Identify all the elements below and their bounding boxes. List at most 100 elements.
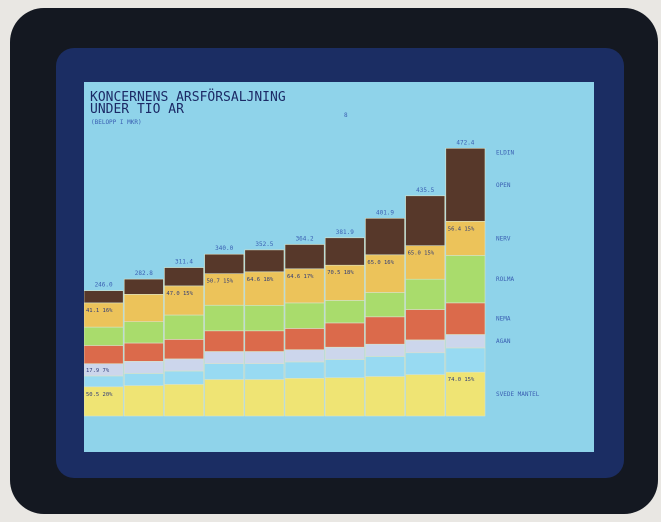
bar-segment-7-1 <box>84 290 124 304</box>
bar-segment-5-7 <box>324 300 365 324</box>
bar-segment-7-6 <box>284 244 325 270</box>
bar-segment-2-2 <box>123 373 164 386</box>
bar-segment-4-2 <box>123 342 164 362</box>
chart-subtitle: UNDER TIO AR <box>90 102 184 117</box>
bar-segment-2-9 <box>405 352 446 375</box>
bar-segment-3-7 <box>324 346 365 360</box>
bar-total-label: 282.8 <box>135 270 153 277</box>
bar-segment-4-7 <box>324 322 365 348</box>
chart-marker: 8 <box>344 112 348 119</box>
bar-segment-7-3 <box>164 267 204 287</box>
segment-label: 64.6 17% <box>287 274 314 280</box>
chart-title: KONCERNENS ARSFÖRSALJNING <box>90 88 286 105</box>
bar-segment-1-8 <box>365 376 405 417</box>
bar-segment-3-9 <box>405 339 446 354</box>
legend-label: AGAN <box>496 338 511 345</box>
bar-segment-5-8 <box>365 292 405 318</box>
bar-segment-6-1 <box>84 302 124 328</box>
bar-segment-4-8 <box>365 316 405 345</box>
bar-segment-6-3 <box>164 285 204 316</box>
bar-segment-4-6 <box>284 328 325 350</box>
bar-segment-2-1 <box>84 375 124 388</box>
bar-segment-2-3 <box>164 370 204 385</box>
bar-segment-2-7 <box>324 359 365 378</box>
bar-segment-6-6 <box>284 268 325 304</box>
bar-segment-2-10 <box>445 347 486 373</box>
bar-segment-3-4 <box>204 351 245 364</box>
segment-label: 65.0 16% <box>367 260 394 266</box>
bar-segment-1-6 <box>284 377 325 417</box>
bar-total-label: 435.5 <box>416 187 434 194</box>
bar-segment-6-2 <box>123 294 164 323</box>
bar-segment-1-9 <box>405 374 446 417</box>
bar-segment-4-1 <box>84 345 124 364</box>
bar-segment-4-5 <box>244 330 285 352</box>
segment-label: 50.5 20% <box>86 392 113 398</box>
legend-label: SVEDE MANTEL <box>496 391 540 398</box>
segment-label: 64.6 18% <box>247 277 274 283</box>
bar-total-label: 246.0 <box>95 282 113 289</box>
bar-segment-1-10 <box>445 371 486 417</box>
bar-segment-7-5 <box>244 249 285 273</box>
bar-segment-1-2 <box>123 385 164 417</box>
chart-screen: KONCERNENS ARSFÖRSALJNING UNDER TIO AR (… <box>84 82 594 452</box>
bar-segment-4-3 <box>164 339 204 360</box>
chart-canvas: KONCERNENS ARSFÖRSALJNING UNDER TIO AR (… <box>84 88 594 452</box>
segment-label: 65.0 15% <box>408 251 435 257</box>
bar-segment-5-1 <box>84 326 124 346</box>
bar-segment-6-7 <box>324 264 365 301</box>
bar-segment-3-3 <box>164 358 204 372</box>
bar-segment-6-9 <box>405 245 446 280</box>
bar-segment-7-2 <box>123 278 164 295</box>
bar-segment-3-8 <box>365 343 405 357</box>
segment-label: 56.4 15% <box>448 226 475 232</box>
bar-segment-5-5 <box>244 305 285 332</box>
bar-segment-2-4 <box>204 363 245 380</box>
bar-total-label: 472.4 <box>456 139 474 146</box>
bar-segment-4-4 <box>204 330 245 352</box>
bar-segment-7-9 <box>405 195 446 247</box>
bar-segment-5-6 <box>284 302 325 329</box>
bar-segment-7-10 <box>445 148 486 222</box>
bar-segment-5-9 <box>405 278 446 310</box>
segment-label: 47.0 15% <box>166 291 193 297</box>
bar-segment-3-10 <box>445 334 486 349</box>
bar-segment-6-4 <box>204 273 245 306</box>
bar-total-label: 340.0 <box>215 245 233 252</box>
bar-segment-3-5 <box>244 351 285 364</box>
bar-segment-7-7 <box>324 237 365 266</box>
bar-segment-2-6 <box>284 361 325 379</box>
bar-segment-6-8 <box>365 254 405 293</box>
bar-segment-1-5 <box>244 379 285 417</box>
bar-segment-5-3 <box>164 314 204 340</box>
bar-segment-7-8 <box>365 218 405 256</box>
bar-segment-5-10 <box>445 255 486 304</box>
bar-segment-2-5 <box>244 363 285 380</box>
segment-label: 70.5 18% <box>327 270 354 276</box>
segment-label: 50.7 15% <box>207 279 234 285</box>
legend-label: ROLMA <box>496 276 514 283</box>
segment-label: 41.1 16% <box>86 308 113 314</box>
bar-segment-3-2 <box>123 360 164 374</box>
legend-label: NERV <box>496 235 511 242</box>
bar-segment-3-6 <box>284 349 325 363</box>
bar-segment-5-4 <box>204 305 245 332</box>
bar-segment-4-9 <box>405 309 446 341</box>
bar-segment-4-10 <box>445 302 486 335</box>
bar-segment-1-3 <box>164 384 204 417</box>
bar-segment-6-10 <box>445 221 486 256</box>
segment-label: 74.0 15% <box>448 377 475 383</box>
bar-segment-5-2 <box>123 321 164 344</box>
bar-total-label: 401.9 <box>376 209 394 216</box>
bar-total-label: 364.2 <box>296 236 314 243</box>
legend-group: ELDIN SVEDE MANTEL AGAN NEMA ROLMA NERV OPEN <box>496 149 540 398</box>
bar-total-label: 352.5 <box>255 241 273 248</box>
segment-label: 17.9 7% <box>86 368 110 374</box>
bar-segment-1-4 <box>204 379 245 417</box>
chart-note: (BELOPP I MKR) <box>91 119 142 126</box>
bar-segment-7-4 <box>204 253 245 274</box>
legend-label: OPEN <box>496 182 511 189</box>
bar-total-label: 381.9 <box>336 229 354 236</box>
bar-segment-2-8 <box>365 356 405 377</box>
bar-total-label: 311.4 <box>175 259 193 266</box>
